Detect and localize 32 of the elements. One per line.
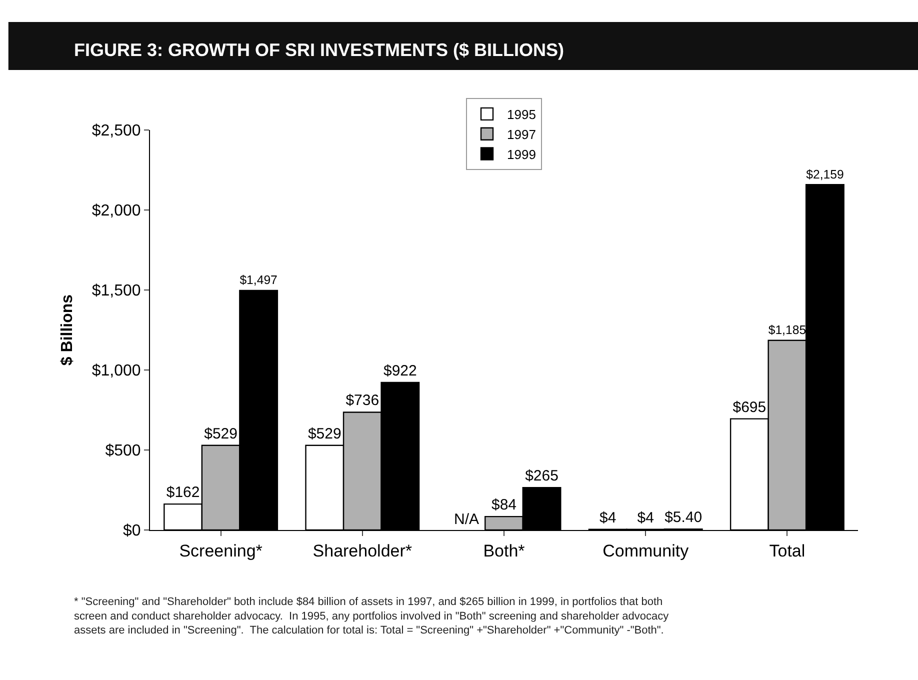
y-tick-label: $2,000: [92, 202, 141, 220]
y-axis-title: $ Billions: [58, 294, 76, 366]
y-tick-label: $1,000: [92, 362, 141, 380]
y-tick-label: $0: [123, 522, 141, 540]
text: * "Screening" and "Shareholder" both include $84 billion of assets in 1997, and $265 billion in 1999, in portfolios that both screen and conduct shareholder advocacy. In 1995, any portfolios involved in "Both" screening and shareholder advocacy assets are included in "Screening". The calculation for total is: Total = "Screening" +"Shareholder" +"Community" -"Both".: [74, 596, 670, 637]
data-label: $265: [525, 468, 558, 485]
data-label: $736: [346, 392, 380, 410]
chart-title: FIGURE 3: GROWTH OF SRI INVESTMENTS ($ BILLIONS): [74, 40, 564, 60]
y-tick-label: $1,500: [92, 282, 141, 300]
data-label: $5.40: [664, 509, 702, 526]
x-tick-label: Both*: [483, 541, 526, 560]
data-label: $1,497: [240, 273, 278, 288]
data-label: $4: [637, 509, 654, 526]
data-label: $695: [732, 398, 766, 416]
data-label: $2,159: [806, 167, 844, 182]
data-label: $84: [491, 496, 517, 514]
data-label: $922: [383, 362, 417, 380]
data-label: $1,185: [768, 323, 806, 338]
x-tick-label: Shareholder*: [312, 541, 412, 560]
text: N/A: [454, 511, 480, 528]
legend-label: 1999: [507, 146, 536, 162]
data-label: $4: [599, 509, 616, 526]
data-label: $162: [166, 484, 200, 502]
legend-label: 1995: [507, 107, 536, 122]
y-tick-label: $500: [105, 442, 141, 460]
x-tick-label: Screening*: [179, 541, 263, 560]
x-tick-label: Total: [769, 541, 806, 560]
x-tick-label: Community: [602, 541, 690, 560]
legend-label: 1997: [507, 126, 536, 142]
y-tick-label: $2,500: [92, 122, 141, 140]
data-label: $529: [204, 425, 238, 442]
data-label: $529: [308, 425, 342, 442]
